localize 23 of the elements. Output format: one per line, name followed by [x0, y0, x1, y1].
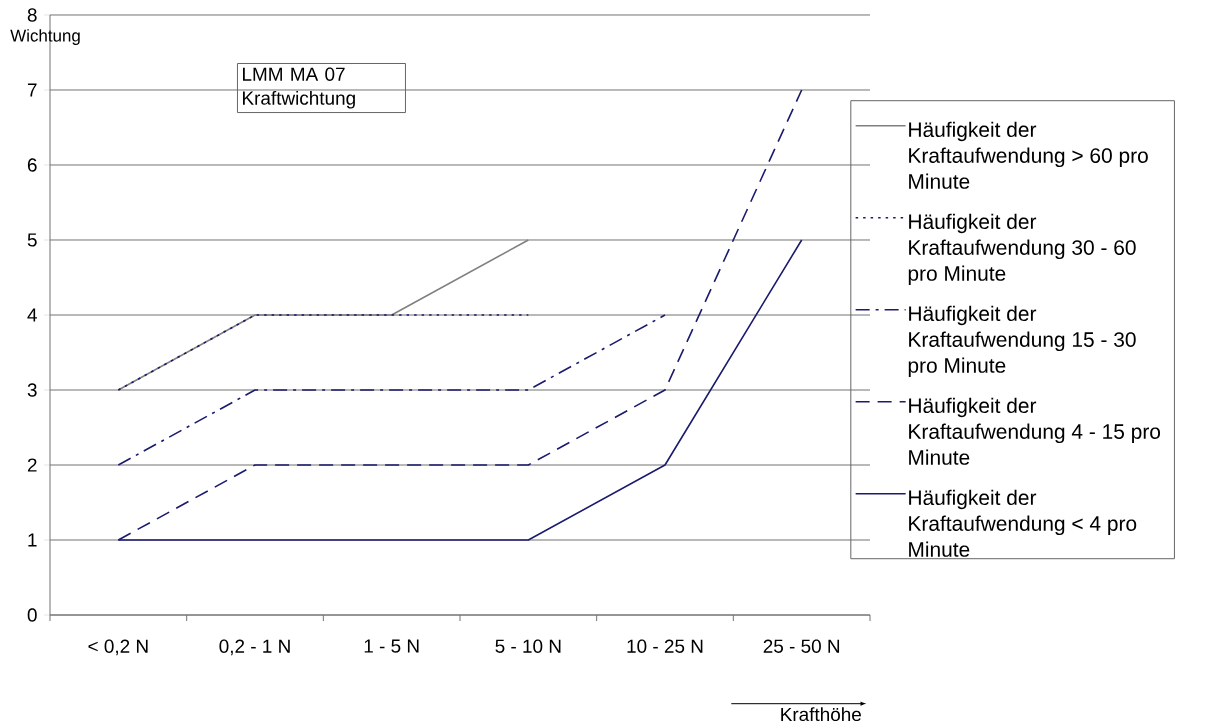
y-tick-label: 2 [27, 458, 37, 472]
x-tick-label: 10 - 25 N [627, 639, 703, 653]
legend-label: Häufigkeit der Kraftaufwendung < 4 pro Minute [909, 489, 1137, 557]
legend-label: Häufigkeit der Kraftaufwendung > 60 pro Minute [909, 121, 1148, 189]
y-tick-label: 3 [27, 383, 37, 397]
y-tick-label: 1 [28, 533, 37, 547]
y-tick-label: 8 [27, 8, 37, 22]
x-tick-label: 5 - 10 N [495, 639, 561, 653]
x-tick-label: 25 - 50 N [763, 639, 840, 653]
x-axis-title: Krafthöhe [781, 707, 861, 722]
x-tick-label: < 0,2 N [88, 639, 148, 656]
legend-label: Häufigkeit der Kraftaufwendung 4 - 15 pro Minute [909, 397, 1161, 465]
y-tick-label: 0 [27, 608, 37, 622]
text: LMM MA 07 Kraftwichtung [243, 67, 355, 109]
y-tick-label: 6 [27, 158, 37, 172]
x-tick-label: 0,2 - 1 N [219, 639, 290, 656]
legend-label: Häufigkeit der Kraftaufwendung 30 - 60 pro Minute [908, 213, 1136, 286]
x-tick-label: 1 - 5 N [364, 639, 419, 653]
y-tick-label: 5 [27, 233, 37, 247]
y-tick-label: 4 [27, 308, 37, 322]
legend-label: Häufigkeit der Kraftaufwendung 15 - 30 pro Minute [908, 305, 1136, 378]
y-axis-title: Wichtung [10, 29, 80, 45]
y-tick-label: 7 [27, 83, 37, 97]
